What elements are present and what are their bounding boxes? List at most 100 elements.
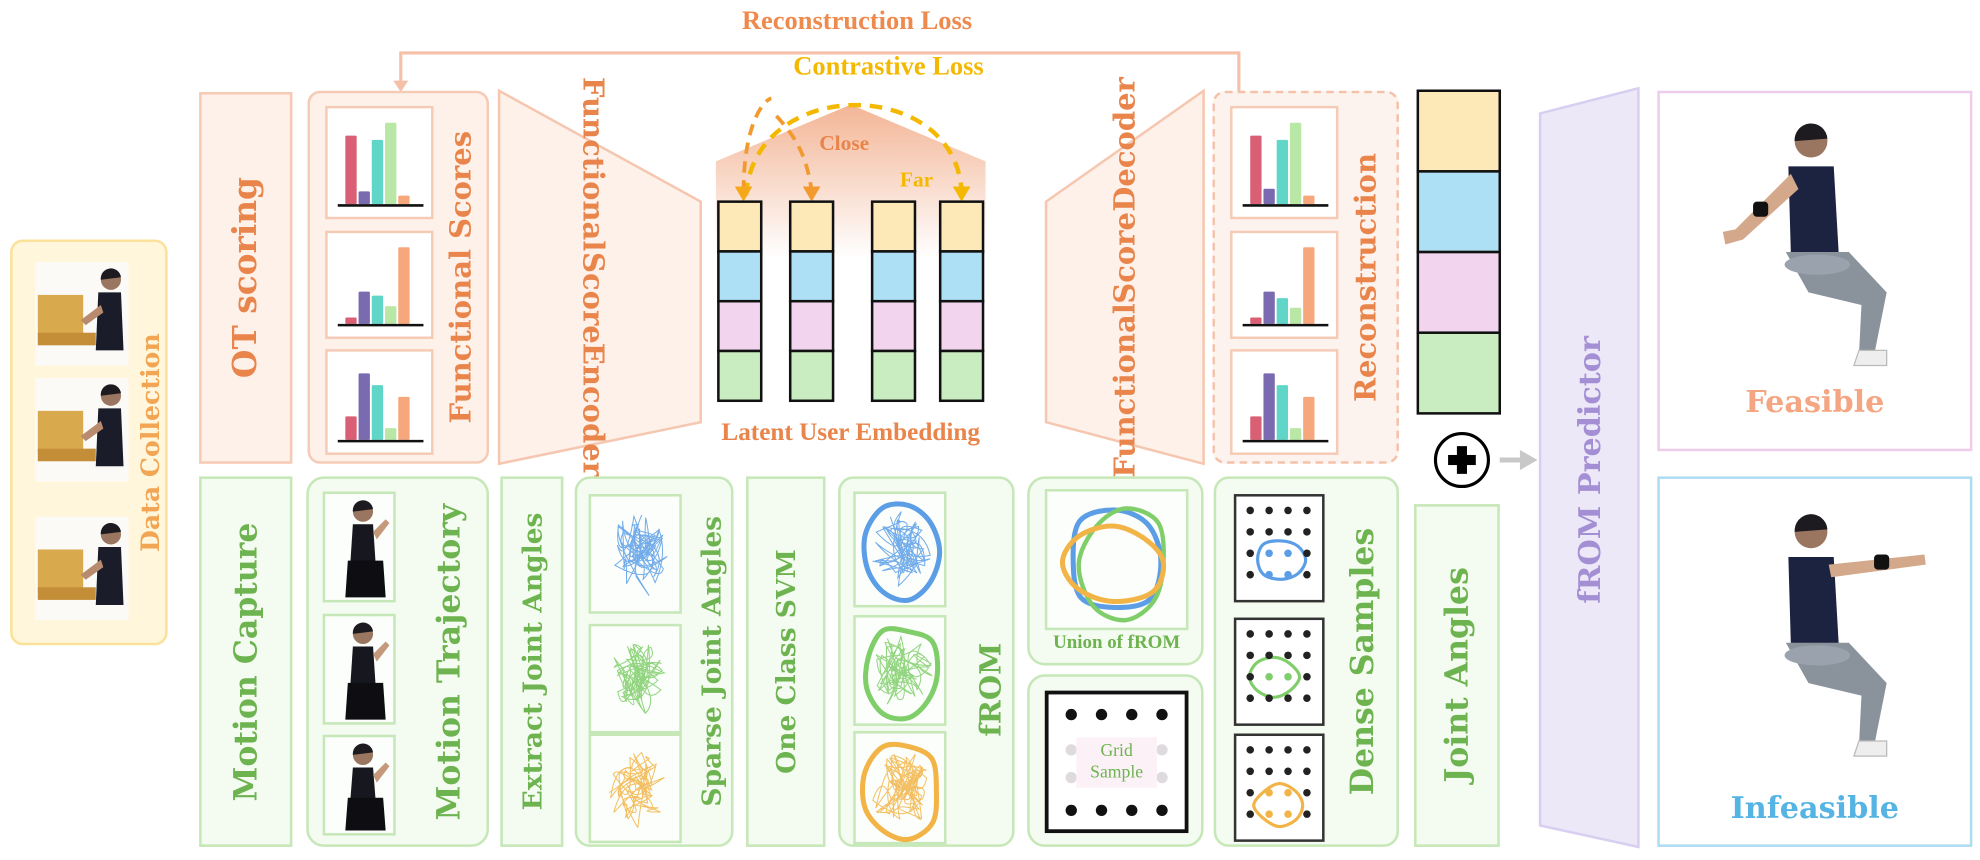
sample-point xyxy=(1303,570,1311,579)
far-label: Far xyxy=(899,167,934,192)
arm xyxy=(373,519,390,540)
sample-point xyxy=(1303,746,1311,754)
arrowhead-col1 xyxy=(734,186,753,202)
sparse-joint-angles-panel: Sparse Joint Angles xyxy=(574,476,734,847)
embedding-segment xyxy=(717,250,763,303)
from-card xyxy=(853,491,947,608)
score-bar xyxy=(398,195,410,205)
predictor-trapezoid xyxy=(1538,86,1640,849)
score-bar xyxy=(1303,396,1315,440)
joint-angle-trajectory xyxy=(872,511,931,588)
score-bar xyxy=(1303,195,1315,205)
from-predictor-label: fROM Predictor xyxy=(1570,335,1608,604)
decoder-trapezoid xyxy=(1044,88,1205,466)
sample-point xyxy=(1265,746,1273,754)
feasible-sample-point xyxy=(1284,673,1292,681)
test-kit-box xyxy=(37,410,84,454)
embedding-segment xyxy=(938,250,985,303)
embedding-segment xyxy=(717,200,763,253)
far-arc xyxy=(743,103,964,196)
legs xyxy=(345,560,386,598)
feasible-sample-point xyxy=(1284,810,1292,818)
sample-point xyxy=(1303,651,1311,660)
grid-point-faint xyxy=(1156,744,1168,756)
from-boundary xyxy=(859,741,940,843)
sample-point xyxy=(1246,810,1254,818)
reconstruction-loss-line xyxy=(399,51,1241,114)
stool xyxy=(1784,645,1851,666)
sample-point xyxy=(1284,630,1292,638)
grid-point xyxy=(1126,708,1138,721)
hair xyxy=(100,522,121,535)
sample-point xyxy=(1284,506,1292,515)
encoder-label-line: Score xyxy=(575,251,610,344)
score-bar xyxy=(1303,247,1315,324)
grid-point xyxy=(1156,708,1168,721)
torso xyxy=(95,292,124,351)
grid-sample-label: Grid Sample xyxy=(1076,737,1157,788)
from-boundary xyxy=(863,626,941,722)
motion-capture-box: Motion Capture xyxy=(199,476,293,847)
joint-angles-box: Joint Angles xyxy=(1414,504,1500,847)
score-bar xyxy=(1263,291,1275,324)
embedding-segment xyxy=(938,349,985,403)
imu-sensor xyxy=(1753,201,1769,217)
score-bar xyxy=(371,385,384,440)
test-kit-box xyxy=(37,294,84,338)
joint-angle-trajectory xyxy=(608,751,665,828)
trajectory-frame xyxy=(322,734,396,836)
extract-joint-angles-box: Extract Joint Angles xyxy=(500,476,564,847)
embedding-segment xyxy=(788,299,835,353)
grid-point-faint xyxy=(1065,744,1077,756)
score-bar xyxy=(385,428,397,440)
embedding-segment xyxy=(870,299,917,353)
score-bar xyxy=(345,135,357,205)
sample-point xyxy=(1246,673,1254,681)
from-boundary-orange xyxy=(1059,523,1167,605)
joint-angle-trajectory xyxy=(613,643,667,715)
feasible-label: Feasible xyxy=(1745,383,1885,420)
union-of-from-panel: Union of fROM xyxy=(1027,476,1204,666)
to-predictor-arrowhead xyxy=(1519,449,1538,471)
stool xyxy=(1784,254,1851,275)
encoder-label: Functional Score Encoder xyxy=(517,77,668,477)
shoe xyxy=(1853,349,1888,367)
embedding-segment xyxy=(870,349,917,403)
from-boundary xyxy=(1252,781,1305,829)
legs xyxy=(1785,642,1887,747)
embedding-segment xyxy=(1416,331,1502,415)
grid-sample-panel: Grid Sample xyxy=(1027,674,1204,847)
score-bar xyxy=(1263,373,1275,440)
score-bar xyxy=(371,139,384,205)
score-bar xyxy=(1289,428,1302,440)
arm xyxy=(80,304,104,326)
embedding-segment xyxy=(788,200,835,253)
sample-point xyxy=(1246,630,1254,638)
desk xyxy=(37,332,96,346)
arm xyxy=(80,559,104,580)
dense-sample-card xyxy=(1233,494,1325,603)
legs xyxy=(345,682,386,720)
from-boundary xyxy=(1256,539,1308,581)
feasible-sample-point xyxy=(1265,788,1273,797)
grid-point xyxy=(1065,804,1077,817)
sparse-angles-card xyxy=(588,623,682,734)
sample-point xyxy=(1265,528,1273,536)
torso xyxy=(350,524,376,563)
embedding-segment xyxy=(788,349,835,403)
dense-samples-panel: Dense Samples xyxy=(1213,476,1399,847)
arm xyxy=(80,420,104,442)
sample-point xyxy=(1246,694,1254,702)
embedding-segment xyxy=(870,200,917,253)
decoder-label-line: Decoder xyxy=(1107,76,1142,212)
sample-point xyxy=(1303,506,1311,515)
score-chart-card xyxy=(325,349,434,455)
reconstruction-chart-card xyxy=(1230,349,1339,455)
embedding-segment xyxy=(938,200,985,253)
arm xyxy=(373,762,390,783)
hair xyxy=(352,743,374,755)
embedding-segment xyxy=(717,299,763,353)
hair xyxy=(100,384,121,396)
reconstruction-chart-card xyxy=(1230,230,1339,340)
feasible-pose-photo xyxy=(1698,103,1937,380)
